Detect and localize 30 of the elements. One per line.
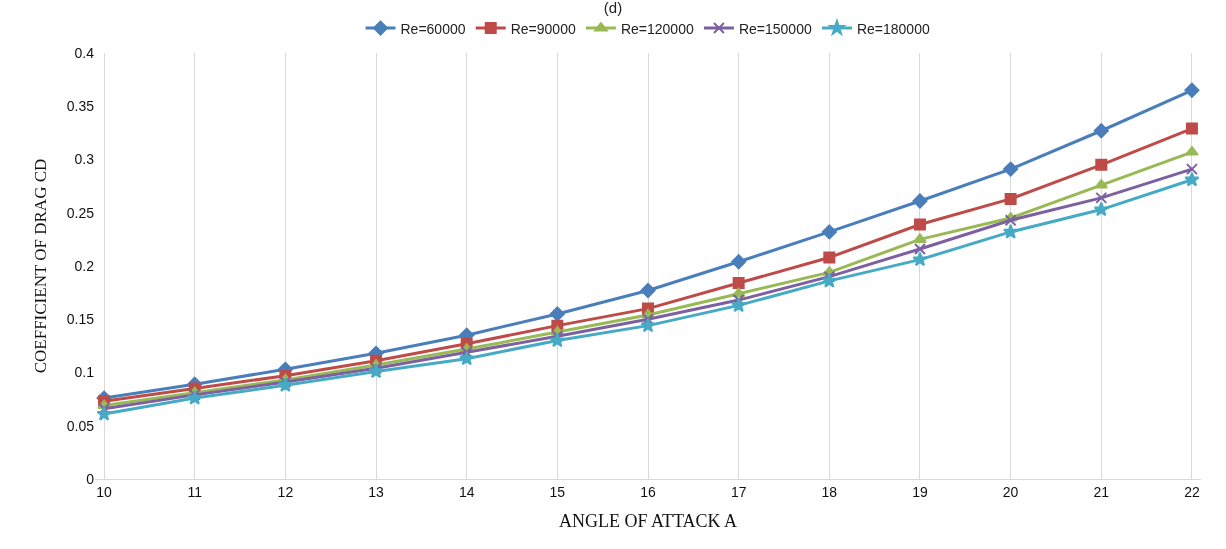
y-axis-title: COEFFICIENT OF DRAG CD xyxy=(31,158,51,374)
x-tick-label: 19 xyxy=(912,483,928,500)
y-tick-label: 0.15 xyxy=(66,311,95,328)
y-tick-label: 0.2 xyxy=(74,257,95,274)
legend-label: Re=90000 xyxy=(510,20,576,37)
x-tick-label: 15 xyxy=(549,483,566,500)
x-tick-label: 14 xyxy=(458,483,475,500)
x-tick-label: 17 xyxy=(730,483,747,500)
x-axis-title: ANGLE OF ATTACK A xyxy=(558,510,738,531)
y-tick-label: 0.1 xyxy=(74,364,95,381)
x-tick-label: 21 xyxy=(1093,483,1110,500)
y-tick-label: 0.05 xyxy=(66,417,95,434)
y-tick-label: 0 xyxy=(86,470,95,487)
y-tick-label: 0.4 xyxy=(74,44,95,61)
x-tick-label: 16 xyxy=(640,483,656,500)
legend-label: Re=180000 xyxy=(856,20,930,37)
x-tick-label: 11 xyxy=(187,483,203,500)
x-tick-label: 13 xyxy=(368,483,385,500)
legend-label: Re=120000 xyxy=(620,20,694,37)
legend-label: Re=60000 xyxy=(400,20,466,37)
x-tick-label: 20 xyxy=(1002,483,1019,500)
x-tick-label: 10 xyxy=(96,483,113,500)
chart-title: (d) xyxy=(603,0,623,17)
x-tick-label: 12 xyxy=(277,483,294,500)
y-tick-label: 0.3 xyxy=(74,151,95,168)
x-tick-label: 18 xyxy=(821,483,838,500)
legend-label: Re=150000 xyxy=(738,20,812,37)
y-tick-label: 0.25 xyxy=(66,204,95,221)
y-tick-label: 0.35 xyxy=(66,98,95,115)
x-tick-label: 22 xyxy=(1184,483,1200,500)
